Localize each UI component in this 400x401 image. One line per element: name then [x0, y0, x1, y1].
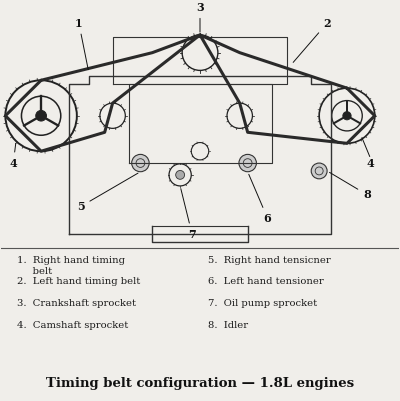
- Text: 6.  Left hand tensioner: 6. Left hand tensioner: [208, 277, 324, 286]
- Text: 5: 5: [77, 173, 138, 212]
- Text: 1: 1: [75, 18, 88, 70]
- Text: Timing belt configuration — 1.8L engines: Timing belt configuration — 1.8L engines: [46, 377, 354, 390]
- Circle shape: [311, 163, 327, 179]
- Circle shape: [176, 170, 184, 179]
- Text: 4: 4: [367, 158, 375, 168]
- Text: 4.  Camshaft sprocket: 4. Camshaft sprocket: [17, 321, 128, 330]
- Text: 2.  Left hand timing belt: 2. Left hand timing belt: [17, 277, 140, 286]
- Text: 7: 7: [181, 188, 196, 239]
- Circle shape: [36, 110, 46, 121]
- Circle shape: [343, 111, 351, 120]
- Text: 3: 3: [196, 2, 204, 32]
- Text: 4: 4: [10, 143, 17, 168]
- Text: 7.  Oil pump sprocket: 7. Oil pump sprocket: [208, 299, 317, 308]
- Text: 1.  Right hand timing
     belt: 1. Right hand timing belt: [17, 256, 125, 276]
- Text: 6: 6: [249, 174, 272, 224]
- Text: 8: 8: [330, 172, 371, 200]
- Circle shape: [132, 154, 149, 172]
- Text: 3.  Crankshaft sprocket: 3. Crankshaft sprocket: [17, 299, 136, 308]
- Text: 2: 2: [293, 18, 331, 63]
- Text: 5.  Right hand tensicner: 5. Right hand tensicner: [208, 256, 331, 265]
- Circle shape: [239, 154, 256, 172]
- Text: 8.  Idler: 8. Idler: [208, 321, 248, 330]
